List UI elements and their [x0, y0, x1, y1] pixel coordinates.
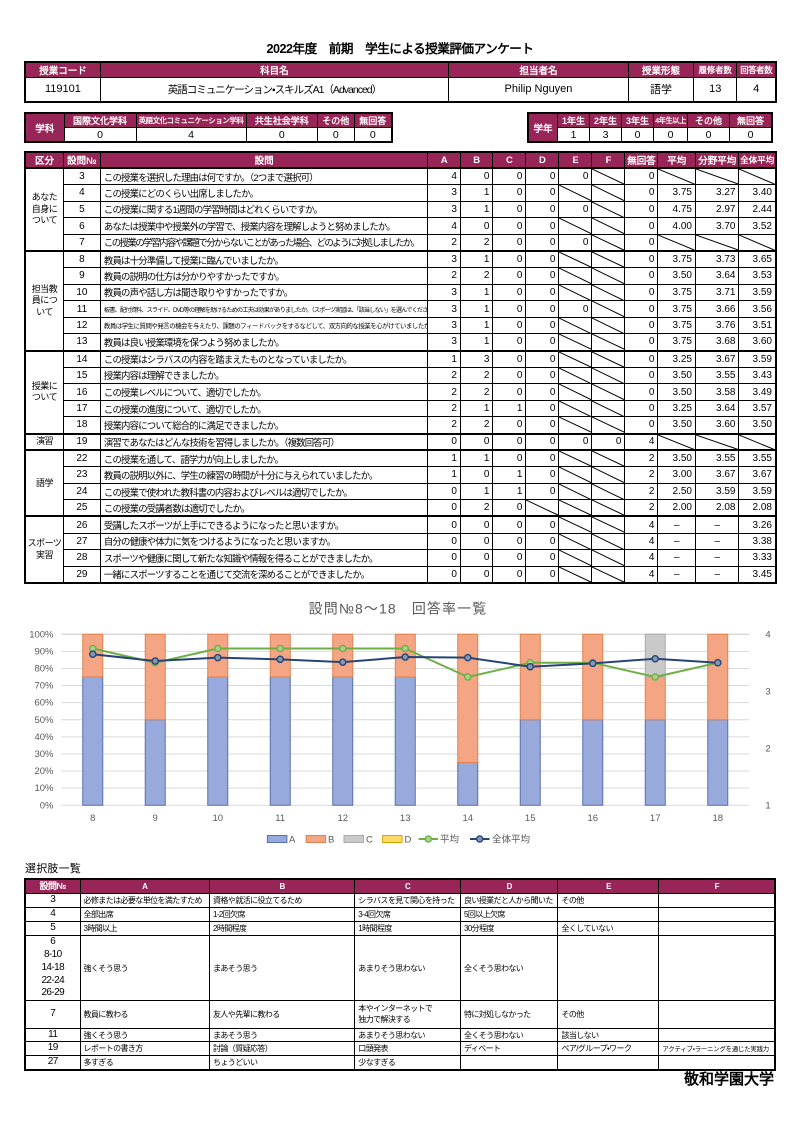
svg-text:20%: 20% [34, 766, 54, 777]
svg-text:15: 15 [525, 813, 536, 824]
svg-text:全体平均: 全体平均 [492, 834, 530, 846]
svg-text:8: 8 [90, 813, 95, 824]
svg-text:0%: 0% [40, 800, 54, 811]
svg-text:11: 11 [275, 813, 285, 824]
svg-text:9: 9 [153, 813, 158, 824]
svg-text:70%: 70% [34, 681, 54, 692]
svg-text:90%: 90% [34, 646, 54, 657]
svg-text:13: 13 [400, 813, 411, 824]
svg-text:80%: 80% [34, 663, 54, 674]
svg-text:17: 17 [650, 813, 661, 824]
svg-text:平均: 平均 [440, 834, 459, 846]
svg-text:2: 2 [765, 743, 770, 754]
svg-text:10%: 10% [34, 783, 54, 794]
svg-text:B: B [328, 835, 334, 846]
svg-text:10: 10 [213, 813, 224, 824]
svg-text:A: A [289, 835, 296, 846]
svg-text:1: 1 [765, 800, 770, 811]
svg-text:14: 14 [463, 813, 474, 824]
svg-text:18: 18 [713, 813, 724, 824]
svg-text:3: 3 [765, 686, 770, 697]
svg-text:16: 16 [588, 813, 599, 824]
svg-text:30%: 30% [34, 749, 54, 760]
svg-text:50%: 50% [34, 715, 54, 726]
svg-text:12: 12 [338, 813, 349, 824]
svg-text:100%: 100% [29, 629, 54, 640]
svg-text:D: D [405, 835, 412, 846]
svg-text:C: C [366, 835, 373, 846]
svg-text:設問№8～18 回答率一覧: 設問№8～18 回答率一覧 [309, 601, 488, 617]
svg-text:4: 4 [765, 629, 770, 640]
svg-text:40%: 40% [34, 732, 54, 743]
svg-text:60%: 60% [34, 698, 54, 709]
